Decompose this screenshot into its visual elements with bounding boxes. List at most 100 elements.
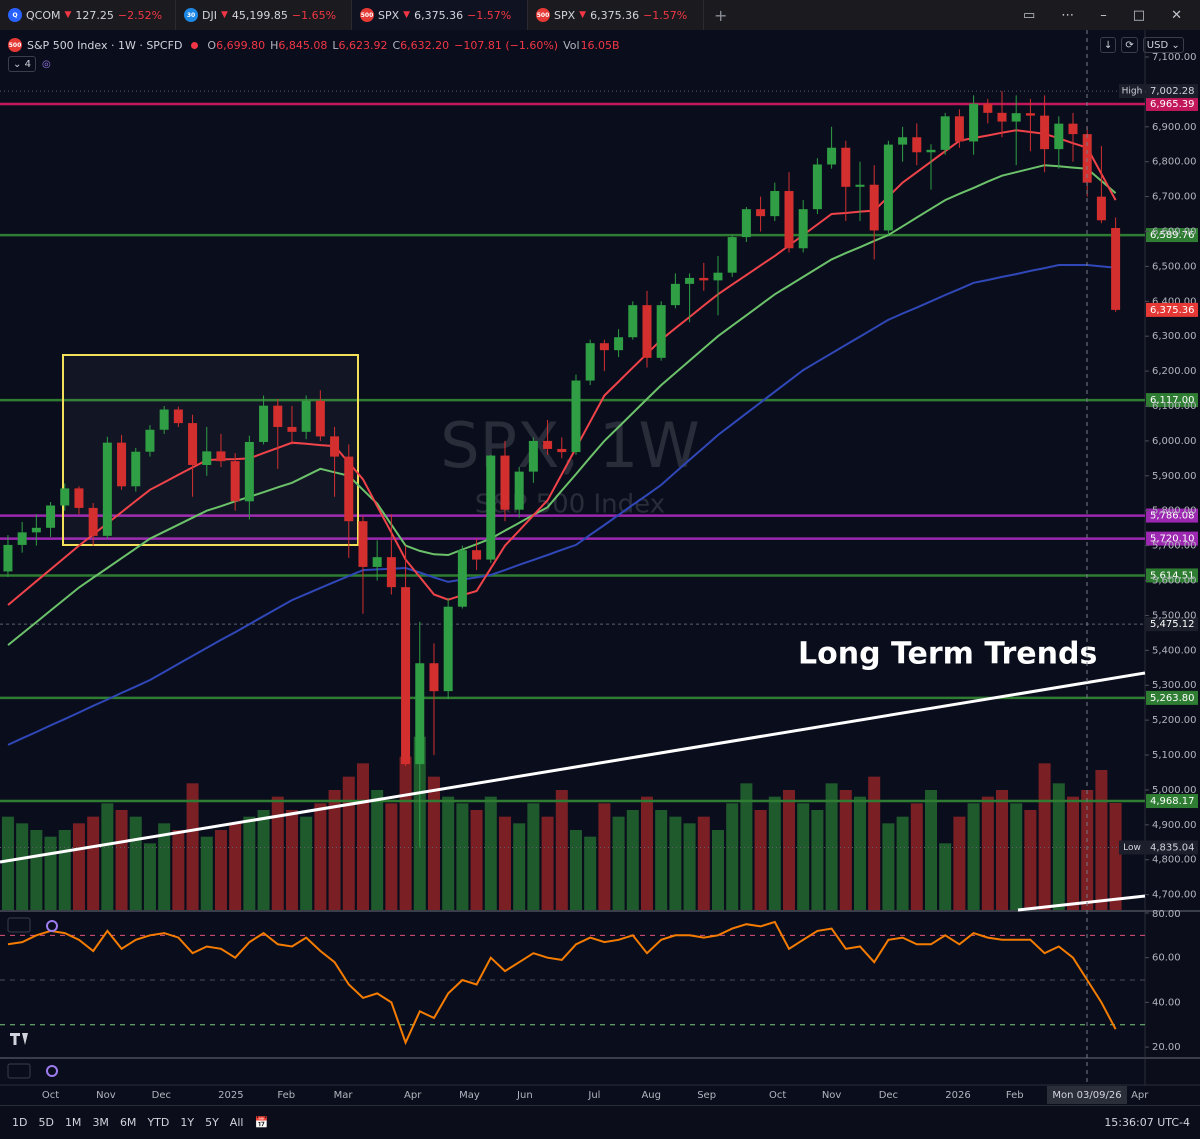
y-tick-label: 4,900.00 <box>1152 820 1197 831</box>
volume-bar <box>569 830 582 910</box>
timeframe-button[interactable]: 5Y <box>205 1116 219 1129</box>
indicator-row: ⌄ 4 ◎ <box>8 56 51 72</box>
candle-body <box>344 456 354 522</box>
extreme-label: 7,002.28 <box>1150 86 1195 97</box>
close[interactable]: ✕ <box>1171 7 1182 23</box>
logo <box>10 1033 28 1045</box>
currency-select[interactable]: USD ⌄ <box>1142 37 1184 53</box>
extreme-label: 4,835.04 <box>1150 843 1195 854</box>
minimize[interactable]: – <box>1100 7 1107 23</box>
x-tick-label: May <box>459 1090 480 1101</box>
volume-bar <box>1067 796 1080 910</box>
layout-button[interactable]: ▭ <box>1023 7 1036 23</box>
volume-bar <box>896 816 909 910</box>
y-tick-label: 7,100.00 <box>1152 52 1197 63</box>
candle-body <box>472 550 482 560</box>
candle-body <box>1111 228 1121 310</box>
timeframe-button[interactable]: YTD <box>147 1116 170 1129</box>
volume-bar <box>399 756 412 910</box>
timeframe-button[interactable]: 6M <box>119 1116 137 1129</box>
y-tick-label: 6,500.00 <box>1152 261 1197 272</box>
down-arrow: ▼ <box>64 10 72 20</box>
extreme-tag-box <box>1119 840 1145 855</box>
candle-body <box>770 191 780 217</box>
volume-bar <box>498 816 511 910</box>
timeframe-button[interactable]: 1M <box>64 1116 82 1129</box>
tab[interactable]: Q QCOM ▼ 127.25 −2.52% <box>0 0 176 30</box>
symbol-badge: 500 <box>8 38 22 52</box>
candle-body <box>287 426 297 432</box>
tab-symbol: SPX <box>378 8 400 22</box>
volume-bar <box>882 823 895 910</box>
candle-body <box>386 557 396 588</box>
volume-bar <box>1010 803 1023 910</box>
candle-body <box>301 400 311 432</box>
candle-body <box>756 209 766 217</box>
volume-bar <box>541 816 554 910</box>
y-tick-label: 6,100.00 <box>1152 401 1197 412</box>
timeframe-button[interactable]: All <box>229 1116 244 1129</box>
indicator-icon[interactable] <box>46 920 58 932</box>
ohlc-fields: O 6,699.80 H 6,845.08 L 6,623.92 C 6,632.20 <box>207 39 449 52</box>
volume-bar <box>697 816 710 910</box>
legend-title[interactable]: S&P 500 Index · 1W · SPCFD <box>27 38 183 52</box>
volume-bar <box>200 836 213 910</box>
candle-body <box>17 532 27 545</box>
candle-body <box>60 488 70 506</box>
tab[interactable]: 500 SPX ▼ 6,375.36 −1.57% <box>528 0 704 30</box>
candle-body <box>741 209 751 238</box>
candle-body <box>912 137 922 153</box>
indicator-toggle[interactable]: ⌄ 4 <box>8 56 36 72</box>
status-dot <box>191 41 199 49</box>
timeframe-button[interactable]: 5D <box>38 1116 54 1129</box>
volume-bar <box>271 796 284 910</box>
menu-button[interactable]: ⋯ <box>1061 7 1075 23</box>
x-tick-label: Oct <box>42 1090 59 1101</box>
volume-bar <box>58 830 71 910</box>
timeframe-button[interactable]: 1D <box>12 1116 28 1129</box>
level-label-box <box>1146 690 1198 705</box>
volume-bar <box>555 790 568 910</box>
refresh-button[interactable]: ⟳ <box>1121 37 1138 53</box>
candle-body <box>188 423 198 465</box>
volume-bar <box>314 803 327 910</box>
new-tab[interactable]: + <box>714 5 728 25</box>
volume-bar <box>811 810 824 910</box>
download-button[interactable]: ↓ <box>1100 37 1117 53</box>
annotation: Long Term Trends <box>798 637 1097 672</box>
pane-toggle[interactable] <box>7 917 31 933</box>
volume-bar <box>1024 810 1037 910</box>
tab-price: 127.25 <box>75 8 114 22</box>
legend-key: C <box>392 38 401 52</box>
y-tick-label: 5,000.00 <box>1152 785 1197 796</box>
timeframe-button[interactable]: 1Y <box>180 1116 195 1129</box>
maximize[interactable]: □ <box>1132 7 1146 23</box>
tab-change: −2.52% <box>117 8 163 22</box>
level-label-box <box>1146 568 1198 583</box>
pane-toggle[interactable] <box>7 1063 31 1079</box>
candle-body <box>656 305 666 358</box>
y-tick-label: 5,400.00 <box>1152 645 1197 656</box>
timeframe-button[interactable]: 3M <box>92 1116 109 1129</box>
volume-bar <box>442 796 455 910</box>
y-tick-label: 6,300.00 <box>1152 331 1197 342</box>
volume-bar <box>683 823 696 910</box>
indicator-icon[interactable] <box>46 1065 58 1077</box>
indicator-icon[interactable]: ◎ <box>41 58 51 70</box>
tab[interactable]: 30 DJI ▼ 45,199.85 −1.65% <box>176 0 352 30</box>
candle-body <box>1011 113 1021 122</box>
volume-bar <box>527 803 540 910</box>
candle-body <box>372 557 382 567</box>
chart-background <box>0 30 1200 1105</box>
date-range-button[interactable]: 📅 <box>254 1116 269 1129</box>
tab-symbol: SPX <box>554 8 576 22</box>
legend-value: 6,699.80 <box>216 38 266 52</box>
tab-bar: Q QCOM ▼ 127.25 −2.52% 30 DJI ▼ 45,199.85 −1.65%… <box>0 0 1200 30</box>
tab[interactable]: 500 SPX ▼ 6,375.36 −1.57% <box>352 0 528 30</box>
candle-body <box>983 103 993 113</box>
legend-value: 6,632.20 <box>400 38 450 52</box>
legend-row: 500 S&P 500 Index · 1W · SPCFD O 6,699.80… <box>8 36 620 54</box>
level-label: 4,968.17 <box>1150 796 1195 807</box>
candle-body <box>230 461 240 502</box>
